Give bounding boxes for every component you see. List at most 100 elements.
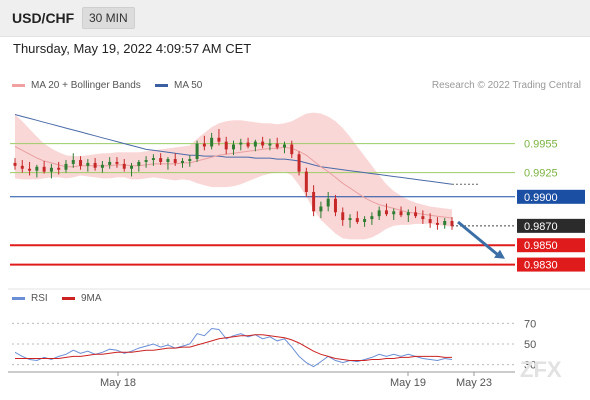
legend-ma50-swatch <box>155 83 168 87</box>
candle-body <box>13 162 17 166</box>
watermark-logo: ZFX <box>520 357 562 382</box>
candle-body <box>35 166 39 171</box>
candle-body <box>253 141 257 147</box>
candle-body <box>421 216 425 220</box>
last-price-label: 0.9870 <box>524 221 558 233</box>
candle-body <box>20 165 24 169</box>
candle-body <box>246 142 250 147</box>
candle-body <box>282 144 286 148</box>
timestamp: Thursday, May 19, 2022 4:09:57 AM CET <box>13 41 252 56</box>
candle-body <box>363 219 367 222</box>
legend-9ma-swatch <box>62 296 75 300</box>
candle-body <box>304 171 308 192</box>
candle-body <box>290 144 294 155</box>
candle-body <box>28 168 32 171</box>
candle-body <box>239 142 243 145</box>
candle-body <box>450 221 454 226</box>
x-label-2: May 23 <box>456 377 492 389</box>
support-tag-4 <box>517 238 585 253</box>
support-label-4: 0.9850 <box>524 240 558 252</box>
chart-header: USD/CHF 30 MIN <box>0 0 590 37</box>
rsi-panel: 70 50 30 May 18 May 19 May 23 ZFX <box>8 318 562 389</box>
candle-body <box>232 144 235 150</box>
candle-body <box>312 191 316 212</box>
research-credit: Research © 2022 Trading Central <box>431 80 581 91</box>
legend-rsi: RSI <box>12 293 48 304</box>
last-price-tag <box>517 218 585 233</box>
candle-body <box>144 160 148 162</box>
candle-body <box>435 222 439 225</box>
candle-body <box>319 206 323 212</box>
x-label-1: May 19 <box>390 377 426 389</box>
price-panel: 0.9955 0.9925 0.9900 0.9870 0.9850 0.9830 <box>8 112 590 290</box>
legend-rsi-label: RSI <box>31 293 48 304</box>
legend-ma20-label: MA 20 + Bollinger Bands <box>31 80 141 91</box>
legend-ma50: MA 50 <box>155 80 202 91</box>
candle-body <box>159 158 163 162</box>
candle-body <box>49 167 53 172</box>
timeframe-badge[interactable]: 30 MIN <box>82 7 135 29</box>
candle-body <box>115 161 119 164</box>
ma50-line <box>14 114 453 185</box>
symbol-title: USD/CHF <box>12 10 75 26</box>
candle-body <box>384 210 388 215</box>
candle-body <box>268 143 272 146</box>
rsi-line <box>14 327 453 368</box>
candle-body <box>86 162 90 166</box>
legend-ma50-label: MA 50 <box>174 80 203 91</box>
x-label-0: May 18 <box>100 377 136 389</box>
candle-body <box>406 212 410 216</box>
candle-body <box>151 158 155 161</box>
rsi-ma-line <box>15 334 452 361</box>
support-tag-5 <box>517 257 585 272</box>
pivot-tag <box>517 189 585 204</box>
candle-body <box>108 161 112 165</box>
rsi-tick-0: 70 <box>524 318 536 330</box>
candle-body <box>275 143 279 148</box>
projection-arrow-head <box>494 249 505 259</box>
candle-body <box>100 164 104 168</box>
pivot-label: 0.9900 <box>524 192 558 204</box>
candle-body <box>348 218 352 221</box>
candle-body <box>297 154 301 172</box>
candle-body <box>57 167 61 170</box>
candle-body <box>370 216 374 220</box>
candle-body <box>341 212 345 221</box>
candle-body <box>130 165 134 169</box>
candle-body <box>79 160 83 166</box>
candle-body <box>399 211 403 216</box>
rsi-tick-1: 50 <box>524 339 536 351</box>
candle-body <box>64 163 68 170</box>
projection-arrow-shaft <box>457 220 500 257</box>
candle-body <box>166 159 170 162</box>
legend-9ma-label: 9MA <box>81 293 102 304</box>
candle-body <box>210 137 214 147</box>
candle-body <box>173 159 177 163</box>
candle-body <box>188 159 192 161</box>
candle-body <box>181 160 185 163</box>
candle-body <box>122 163 126 169</box>
candle-body <box>93 162 97 168</box>
candle-body <box>392 211 396 215</box>
candle-body <box>137 161 141 166</box>
candle-body <box>414 212 418 217</box>
candle-body <box>377 210 381 217</box>
legend-rsi-swatch <box>12 296 25 300</box>
support-label-5: 0.9830 <box>524 260 558 272</box>
candle-body <box>443 221 447 225</box>
candle-body <box>261 141 265 146</box>
candle-body <box>326 198 330 207</box>
resistance-label-0: 0.9955 <box>524 139 558 151</box>
legend-ma20-swatch <box>12 83 25 87</box>
candle-body <box>42 166 46 172</box>
candle-body <box>428 219 432 223</box>
candle-body <box>195 143 199 160</box>
candle-body <box>333 198 337 213</box>
candle-body <box>355 218 359 222</box>
candle-body <box>224 141 228 150</box>
candle-body <box>71 160 75 164</box>
resistance-label-1: 0.9925 <box>524 168 558 180</box>
candle-body <box>217 137 221 142</box>
legend-ma20: MA 20 + Bollinger Bands <box>12 80 141 91</box>
